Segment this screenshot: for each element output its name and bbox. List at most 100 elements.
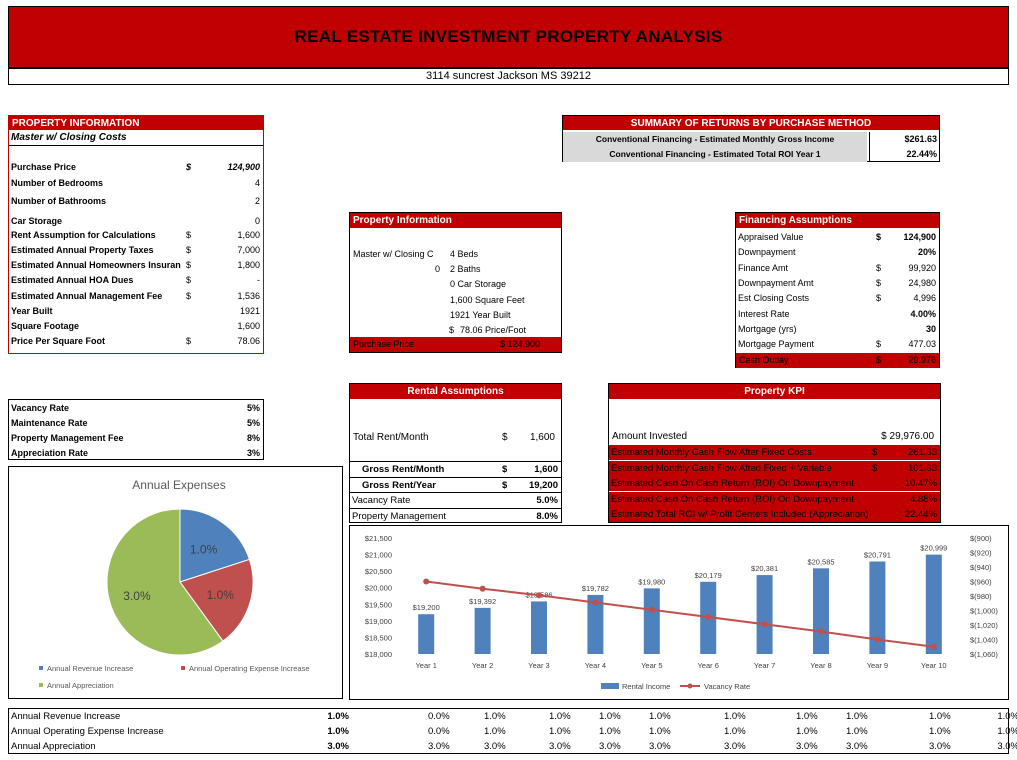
financing-currency: $	[876, 232, 882, 242]
kpi-label: Estimated Monthly Cash Flow Afted Fixed …	[611, 462, 832, 474]
bar-data-label: $19,392	[469, 597, 496, 606]
growth-year-value: 1.0%	[997, 711, 1017, 722]
growth-year-value: 1.0%	[649, 711, 671, 722]
growth-year-value: 3.0%	[846, 741, 868, 752]
purchase-price-value: $ 124,900	[500, 339, 541, 349]
bar-data-label: $19,980	[638, 577, 665, 586]
y-tick-label: $20,500	[365, 567, 392, 576]
property-info-header: PROPERTY INFORMATION	[9, 116, 263, 130]
kpi-row: Estimated Total ROI w/ Profit Centers In…	[609, 507, 940, 522]
property-info-currency: $	[186, 336, 192, 346]
x-tick-label: Year 4	[585, 661, 606, 670]
kpi-value: 261.63	[907, 447, 937, 458]
growth-year-value: 3.0%	[484, 741, 506, 752]
property-info-currency: $	[186, 260, 192, 270]
y-tick-label: $21,000	[365, 551, 392, 560]
cash-outlay-label: Cash Outlay	[739, 355, 789, 365]
y2-tick-label: $(920)	[970, 549, 992, 558]
vacancy-rate-point	[818, 628, 824, 635]
property-info-value: 7,000	[237, 245, 260, 255]
summary-row: Conventional Financing - Estimated Month…	[563, 132, 939, 147]
cash-outlay-value: 29,976	[908, 355, 936, 365]
growth-year-value: 1.0%	[549, 711, 571, 722]
rental-header: Rental Assumptions	[350, 384, 561, 399]
growth-year-value: 1.0%	[484, 726, 506, 737]
rate-row: Appreciation Rate 3%	[9, 446, 263, 461]
pie-legend-label: Annual Revenue Increase	[47, 664, 133, 673]
property-info-value: 4	[254, 178, 260, 188]
summary-panel: SUMMARY OF RETURNS BY PURCHASE METHOD Co…	[562, 115, 940, 162]
y2-tick-label: $(980)	[970, 592, 992, 601]
rate-row: Vacancy Rate 5%	[9, 401, 263, 416]
growth-year-value: 1.0%	[929, 726, 951, 737]
financing-currency: $	[876, 339, 882, 350]
property-info-value: 2	[254, 196, 260, 206]
property-panel-item: 2 Baths	[450, 264, 481, 274]
growth-row: Annual Operating Expense Increase 1.0% 0.0…	[9, 724, 1017, 739]
financing-label: Downpayment	[738, 247, 796, 258]
vacancy-rate-line	[426, 580, 934, 648]
address-text: 3114 suncrest Jackson MS 39212	[426, 70, 591, 82]
rental-label: Gross Rent/Month	[362, 464, 445, 475]
financing-row: Interest Rate 4.00%	[736, 307, 939, 322]
rate-value: 5%	[246, 418, 260, 428]
property-panel-footer: Purchase Price $ 124,900	[350, 337, 561, 352]
cash-outlay-currency: $	[876, 355, 882, 365]
kpi-header: Property KPI	[609, 384, 940, 399]
financing-header: Financing Assumptions	[736, 213, 939, 228]
growth-year-value: 1.0%	[724, 726, 746, 737]
rental-row: Vacancy Rate 5.0%	[350, 492, 561, 507]
growth-year-value: 1.0%	[846, 711, 868, 722]
kpi-label: Estimated Total ROI w/ Profit Centers In…	[611, 509, 869, 520]
growth-year-value: 3.0%	[649, 741, 671, 752]
growth-year-value: 3.0%	[796, 741, 818, 752]
financing-label: Est Closing Costs	[738, 293, 810, 304]
property-info-value: 124,900	[227, 162, 260, 172]
financing-label: Downpayment Amt	[738, 277, 814, 288]
growth-year-value: 1.0%	[997, 726, 1017, 737]
growth-base-value: 3.0%	[327, 741, 349, 752]
growth-year-value: 1.0%	[549, 726, 571, 737]
growth-year-value: 3.0%	[724, 741, 746, 752]
financing-currency: $	[876, 262, 882, 273]
growth-year-value: 3.0%	[549, 741, 571, 752]
property-info-label: Estimated Annual Management Fee	[11, 291, 163, 301]
growth-year-value: 3.0%	[929, 741, 951, 752]
kpi-value: 101.63	[907, 462, 937, 474]
y2-tick-label: $(1,020)	[970, 621, 998, 630]
growth-row: Annual Revenue Increase 1.0% 0.0% 1.0% 1.0% 1…	[9, 709, 1017, 724]
property-info-row: Purchase Price $124,900	[9, 160, 263, 175]
growth-year-value: 1.0%	[599, 726, 621, 737]
financing-value: 99,920	[908, 262, 936, 273]
growth-year-value: 1.0%	[796, 726, 818, 737]
rental-income-bar	[756, 575, 773, 654]
y2-tick-label: $(900)	[970, 534, 992, 543]
y2-tick-label: $(1,040)	[970, 636, 998, 645]
property-info-label: Estimated Annual Property Taxes	[11, 245, 154, 255]
property-info-subtitle: Master w/ Closing Costs	[9, 130, 263, 146]
total-rent-label: Total Rent/Month	[353, 432, 429, 443]
pie-title: Annual Expenses	[132, 478, 225, 492]
x-tick-label: Year 9	[867, 661, 888, 670]
financing-currency: $	[876, 277, 882, 288]
financing-row: Downpayment 20%	[736, 245, 939, 260]
kpi-label: Estimated Monthly Cash Flow After Fixed …	[611, 447, 812, 458]
rate-label: Appreciation Rate	[11, 448, 89, 458]
vacancy-rate-point	[479, 585, 486, 592]
property-info-currency: $	[186, 291, 192, 301]
financing-row: Est Closing Costs $4,996	[736, 291, 939, 306]
summary-header-label: SUMMARY OF RETURNS BY PURCHASE METHOD	[630, 118, 872, 129]
financing-value: 4,996	[913, 293, 936, 304]
pie-slice	[106, 508, 224, 656]
summary-label: Conventional Financing - Estimated Total…	[563, 147, 867, 162]
growth-base-value: 1.0%	[327, 726, 349, 737]
y-tick-label: $20,000	[365, 584, 392, 593]
pie-legend-label: Annual Operating Expense Increase	[189, 664, 310, 673]
property-panel-item: 0 Car Storage	[450, 279, 507, 289]
financing-value: 477.03	[908, 339, 936, 350]
rental-income-bar	[643, 588, 660, 654]
property-info-row: Square Footage 1,600	[9, 319, 263, 334]
vacancy-rate-point	[536, 592, 542, 599]
bar-data-label: $19,200	[413, 603, 440, 612]
kpi-currency: $	[872, 462, 878, 474]
